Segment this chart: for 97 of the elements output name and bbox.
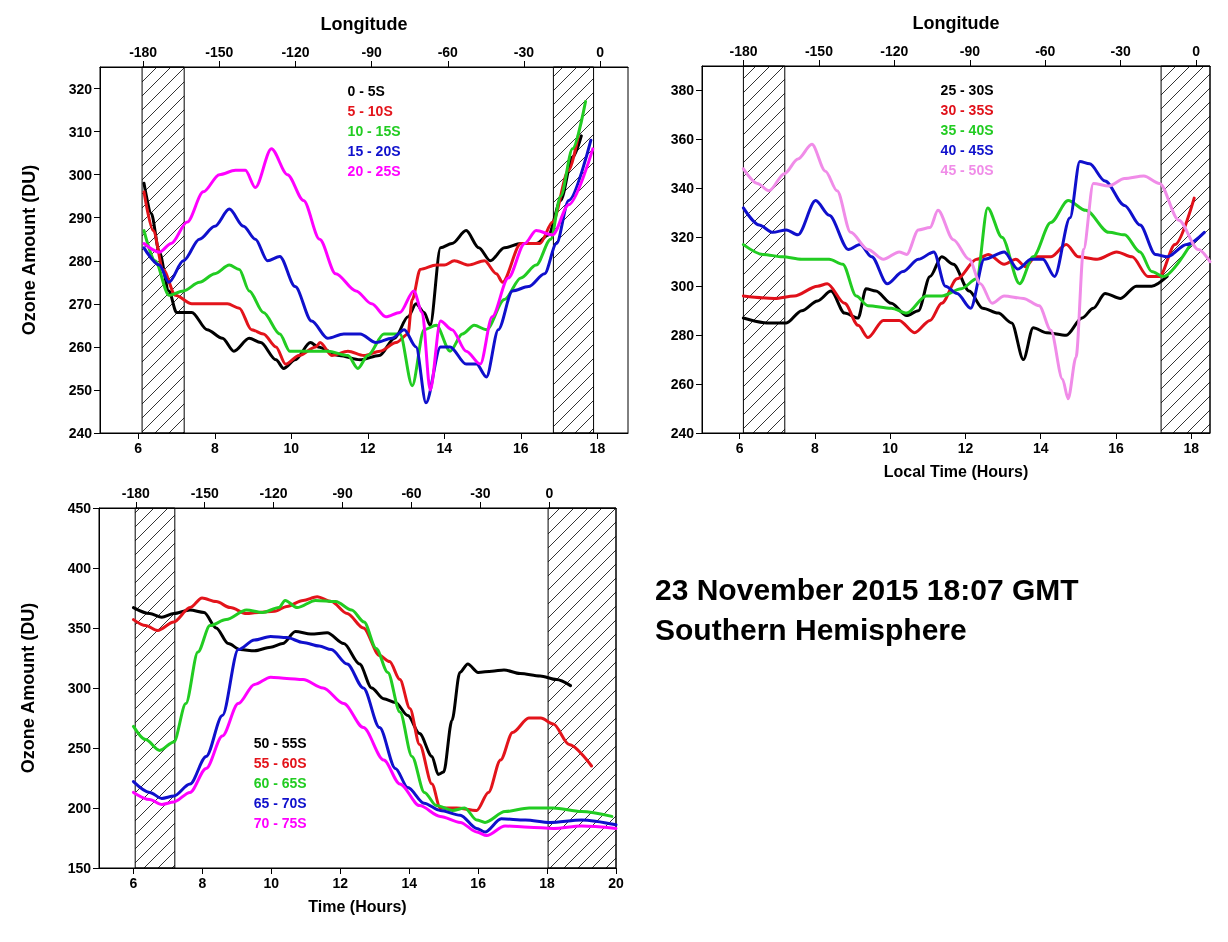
x2-tick-label: 0 — [596, 44, 605, 60]
x-tick-label: 8 — [210, 440, 219, 456]
x-tick-label: 10 — [882, 440, 899, 456]
x2-tick-label: -180 — [729, 43, 758, 59]
x2-tick-label: -180 — [121, 485, 150, 501]
x2-tick-label: -120 — [259, 485, 288, 501]
y-tick-label: 300 — [670, 278, 695, 295]
x-tick-label: 14 — [1032, 440, 1049, 456]
y-tick-label: 300 — [68, 166, 93, 183]
x2-tick-label: -30 — [1110, 43, 1132, 59]
text: 60 - 65S — [253, 775, 307, 792]
x-tick-label: 10 — [283, 440, 300, 456]
y-tick-label: 450 — [67, 500, 92, 516]
x-tick-label: 6 — [735, 440, 744, 456]
x-tick-label: 6 — [134, 440, 143, 456]
text: 70 - 75S — [253, 815, 307, 832]
y-tick-label: 260 — [670, 376, 695, 393]
x2-tick-label: 0 — [545, 485, 554, 501]
y-tick-label: 380 — [670, 82, 695, 99]
text: 45 - 50S — [940, 162, 994, 178]
x2-tick-label: -180 — [129, 44, 158, 60]
text: 10 - 15S — [347, 123, 401, 139]
x2-tick-label: -60 — [437, 44, 459, 60]
x-tick-label: 12 — [360, 440, 376, 456]
x-tick-label: 10 — [263, 875, 280, 891]
text: 0 - 5S — [347, 83, 385, 99]
y-tick-label: 280 — [68, 252, 93, 269]
y-tick-label: 310 — [68, 123, 93, 140]
x-tick-label: 14 — [436, 440, 453, 456]
x2-tick-label: -30 — [470, 485, 491, 501]
text: 20 - 25S — [347, 163, 401, 179]
x2-tick-label: -150 — [190, 485, 219, 501]
x2-tick-label: -30 — [513, 44, 535, 60]
x-tick-label: 20 — [608, 875, 624, 891]
text: 65 - 70S — [253, 795, 307, 812]
text: 25 - 30S — [940, 82, 994, 98]
y-tick-label: 240 — [68, 425, 93, 441]
x-tick-label: 12 — [332, 875, 349, 891]
y-tick-label: 270 — [68, 295, 93, 312]
line-series — [741, 142, 1212, 401]
text: 50 - 55S — [253, 735, 307, 752]
text: 5 - 10S — [347, 103, 393, 119]
x-tick-label: 6 — [129, 875, 138, 891]
y-axis-title: Ozone Amount (DU) — [18, 602, 38, 774]
y-tick-label: 240 — [670, 425, 695, 441]
y-tick-label: 250 — [68, 381, 93, 398]
text: 55 - 60S — [253, 755, 307, 772]
x-tick-label: 16 — [470, 875, 487, 891]
x-tick-label: 18 — [539, 875, 556, 891]
x2-tick-label: -60 — [1035, 43, 1056, 59]
y-tick-label: 300 — [67, 680, 92, 696]
text: 30 - 35S — [940, 102, 994, 118]
text: 40 - 45S — [940, 142, 994, 158]
x2-tick-label: -90 — [361, 44, 382, 60]
y-tick-label: 150 — [67, 860, 92, 876]
y-tick-label: 360 — [670, 131, 695, 148]
y-tick-label: 400 — [67, 560, 92, 576]
x-tick-label: 8 — [810, 440, 819, 456]
x2-tick-label: 0 — [1192, 43, 1201, 59]
x2-tick-label: -90 — [959, 43, 981, 59]
x2-axis-title: Longitude — [320, 14, 408, 34]
line-series — [142, 99, 588, 388]
text: 35 - 40S — [940, 122, 994, 138]
text: 23 November 2015 18:07 GMT — [655, 572, 1080, 608]
x2-tick-label: -150 — [205, 44, 234, 60]
y-tick-label: 350 — [67, 620, 92, 636]
x2-tick-label: -90 — [332, 485, 353, 501]
x-axis-title: Time (Hours) — [308, 897, 407, 915]
text: 15 - 20S — [347, 143, 401, 159]
y-tick-label: 290 — [68, 209, 93, 226]
x-tick-label: 18 — [1183, 440, 1200, 456]
line-series — [741, 159, 1206, 310]
x-tick-label: 16 — [513, 440, 529, 456]
y-tick-label: 340 — [670, 180, 695, 197]
y-tick-label: 250 — [67, 740, 92, 756]
line-series — [741, 199, 1192, 315]
y-axis-title: Ozone Amount (DU) — [19, 164, 39, 336]
x-tick-label: 12 — [957, 440, 974, 456]
y-tick-label: 280 — [670, 327, 695, 344]
y-tick-label: 200 — [67, 800, 92, 816]
x2-axis-title: Longitude — [912, 13, 1000, 33]
x-axis-title: Local Time (Hours) — [883, 462, 1029, 480]
y-tick-label: 260 — [68, 338, 93, 355]
x2-tick-label: -120 — [880, 43, 909, 59]
x-tick-label: 18 — [589, 440, 606, 456]
y-tick-label: 320 — [670, 229, 695, 246]
x2-tick-label: -60 — [401, 485, 422, 501]
y-tick-label: 320 — [68, 80, 93, 97]
x2-tick-label: -150 — [804, 43, 834, 59]
x-tick-label: 14 — [401, 875, 418, 891]
x2-tick-label: -120 — [281, 44, 310, 60]
line-series — [131, 675, 618, 838]
line-series — [131, 634, 618, 834]
line-series — [741, 196, 1196, 340]
text: Southern Hemisphere — [655, 612, 968, 648]
x-tick-label: 8 — [198, 875, 207, 891]
x-tick-label: 16 — [1108, 440, 1124, 456]
